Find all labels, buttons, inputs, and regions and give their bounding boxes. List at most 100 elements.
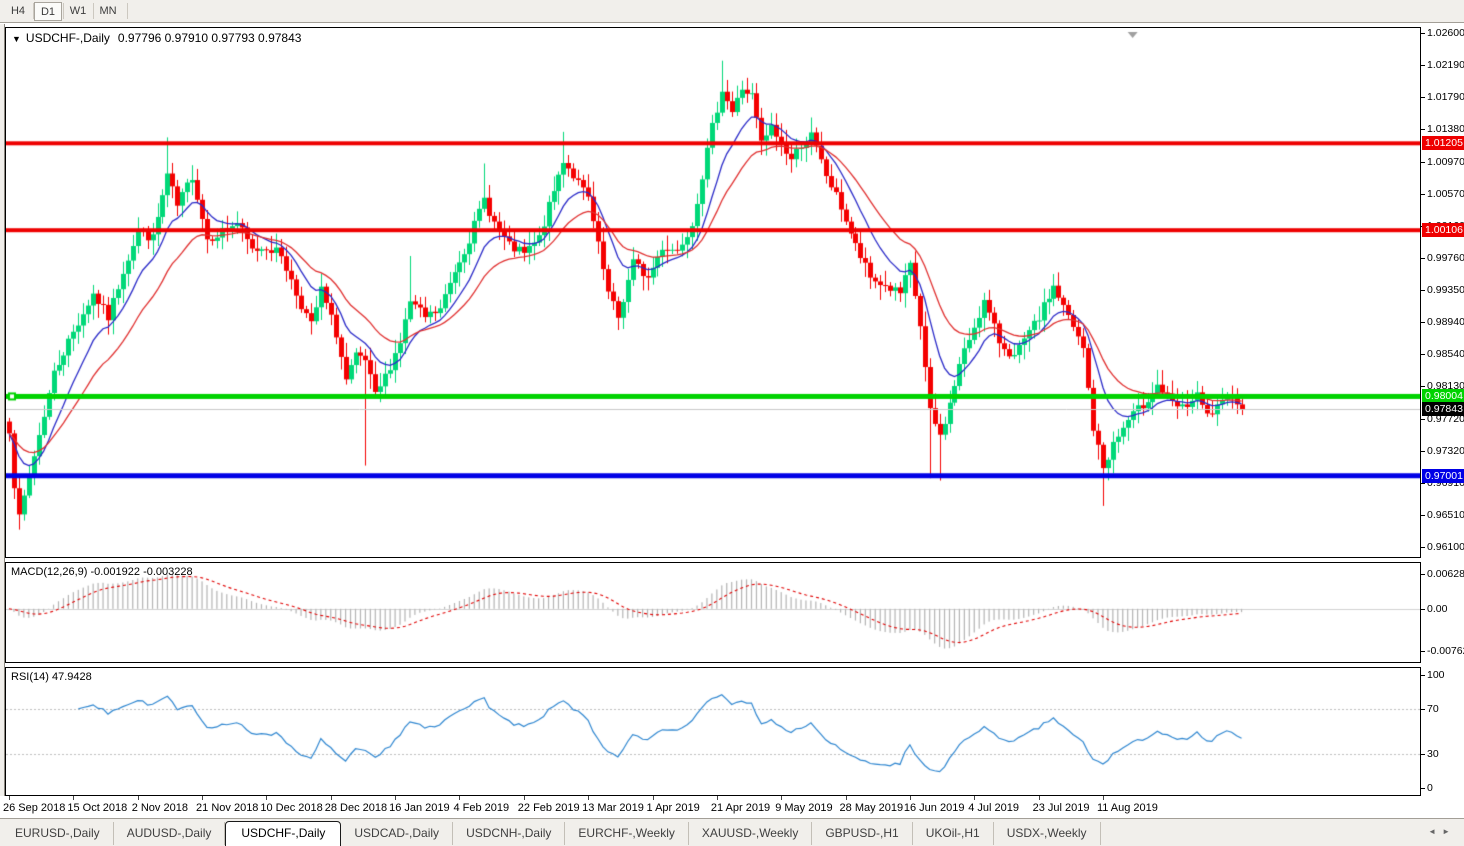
date-tick [266, 796, 268, 800]
macd-tick-label: 0.00 [1427, 602, 1448, 615]
price-tick-label: 0.96510 [1427, 508, 1464, 521]
timeframe-button-d1[interactable]: D1 [34, 2, 62, 21]
price-tick [1421, 450, 1425, 452]
rsi-tick [1421, 788, 1425, 789]
timeframe-button-w1[interactable]: W1 [69, 5, 87, 17]
date-tick [73, 796, 75, 800]
price-tick [1421, 386, 1425, 388]
date-tick [202, 796, 204, 800]
date-label: 16 Jan 2019 [389, 802, 450, 814]
main-chart-panel [5, 27, 1421, 558]
scroll-left-icon[interactable]: ◄ [1428, 827, 1443, 836]
rsi-tick-label: 100 [1427, 669, 1445, 681]
date-tick [137, 796, 139, 800]
rsi-canvas[interactable] [6, 668, 1420, 795]
price-level-label-1.00106: 1.00106 [1422, 223, 1464, 238]
price-tick-label: 0.98940 [1427, 316, 1464, 329]
price-tick [1421, 257, 1425, 259]
tab-eurusd-daily[interactable]: EURUSD-,Daily [2, 822, 114, 845]
price-tick-label: 1.01790 [1427, 91, 1464, 104]
price-level-label-0.97843: 0.97843 [1422, 402, 1464, 417]
date-tick [781, 796, 783, 800]
tab-usdcnh-daily[interactable]: USDCNH-,Daily [453, 822, 566, 845]
macd-tick-label: -0.00762 [1427, 645, 1464, 657]
price-tick [1421, 418, 1425, 420]
rsi-tick [1421, 754, 1425, 756]
tab-usdx-weekly[interactable]: USDX-,Weekly [994, 822, 1101, 845]
date-label: 11 Aug 2019 [1096, 802, 1158, 814]
tab-xauusd-weekly[interactable]: XAUUSD-,Weekly [689, 822, 813, 845]
price-tick-label: 1.01380 [1427, 123, 1464, 136]
tab-usdcad-daily[interactable]: USDCAD-,Daily [341, 822, 454, 845]
date-tick [1102, 796, 1104, 800]
date-label: 22 Feb 2019 [517, 802, 580, 814]
toolbar-separator [63, 3, 64, 19]
main-chart-canvas[interactable] [6, 28, 1420, 557]
macd-tick [1421, 574, 1425, 575]
tab-ukoil-h1[interactable]: UKOil-,H1 [913, 822, 994, 845]
date-label: 23 Jul 2019 [1032, 802, 1090, 814]
date-tick [974, 796, 976, 800]
price-tick-label: 1.02600 [1427, 27, 1464, 39]
date-label: 28 May 2019 [839, 802, 904, 814]
chart-title: ▼ USDCHF-,Daily 0.97796 0.97910 0.97793 0.… [12, 31, 301, 45]
date-tick [395, 796, 397, 800]
price-tick-label: 0.99760 [1427, 251, 1464, 264]
date-tick [523, 796, 525, 800]
date-label: 4 Jul 2019 [968, 802, 1020, 814]
date-tick [1038, 796, 1040, 800]
date-label: 15 Oct 2018 [67, 802, 128, 814]
timeframe-button-mn[interactable]: MN [99, 5, 117, 17]
tab-gbpusd-h1[interactable]: GBPUSD-,H1 [812, 822, 913, 845]
date-label: 1 Apr 2019 [646, 802, 700, 814]
price-axis: 1.02600 1.02190 1.01790 1.01380 1.00970 1.005… [1421, 24, 1464, 818]
date-tick [588, 796, 590, 800]
frame-divider [0, 818, 1464, 819]
timeframe-button-h4[interactable]: H4 [10, 5, 26, 17]
date-tick [9, 796, 10, 800]
price-tick [1421, 193, 1425, 195]
scroll-right-icon[interactable]: ► [1442, 827, 1456, 836]
price-tick-label: 0.99350 [1427, 284, 1464, 296]
date-label: 26 Sep 2018 [3, 802, 66, 814]
macd-label: MACD(12,26,9) -0.001922 -0.003228 [11, 566, 193, 578]
price-tick [1421, 547, 1425, 548]
date-tick [652, 796, 654, 800]
date-axis: 26 Sep 2018 15 Oct 2018 2 Nov 2018 21 Nov 2… [0, 796, 1421, 818]
macd-canvas[interactable] [6, 563, 1420, 662]
date-label: 4 Feb 2019 [453, 802, 510, 814]
tab-eurchf-weekly[interactable]: EURCHF-,Weekly [565, 822, 689, 845]
tab-audusd-daily[interactable]: AUDUSD-,Daily [114, 822, 226, 845]
toolbar-separator [33, 3, 34, 19]
date-label: 13 Mar 2019 [582, 802, 644, 814]
price-tick [1421, 161, 1425, 163]
date-label: 21 Apr 2019 [710, 802, 771, 814]
price-tick [1421, 65, 1425, 67]
price-tick-label: 0.98540 [1427, 348, 1464, 361]
date-label: 2 Nov 2018 [131, 802, 188, 814]
macd-tick-label: 0.006286 [1427, 568, 1464, 580]
rsi-indicator-panel [5, 667, 1421, 796]
macd-indicator-panel [5, 562, 1421, 663]
collapse-triangle-icon[interactable]: ▼ [12, 34, 21, 44]
price-tick [1421, 290, 1425, 291]
tab-usdchf-daily[interactable]: USDCHF-,Daily [225, 821, 342, 846]
price-tick-label: 0.97320 [1427, 444, 1464, 457]
window-left-frame [0, 24, 5, 818]
rsi-tick-label: 70 [1427, 702, 1439, 715]
price-tick-label: 1.02190 [1427, 59, 1464, 72]
rsi-label: RSI(14) 47.9428 [11, 671, 92, 683]
timeframe-toolbar: H4 D1 W1 MN [0, 0, 1464, 23]
price-level-label-0.97001: 0.97001 [1422, 468, 1464, 483]
price-tick-label: 0.96100 [1427, 541, 1464, 553]
date-label: 16 Jun 2019 [903, 802, 965, 814]
date-label: 9 May 2019 [775, 802, 833, 814]
chart-tab-bar: EURUSD-,Daily AUDUSD-,Daily USDCHF-,Daily U… [0, 819, 1464, 846]
toolbar-separator [93, 3, 94, 19]
price-tick-label: 1.00570 [1427, 187, 1464, 200]
price-tick [1421, 33, 1425, 34]
chart-tabs: EURUSD-,Daily AUDUSD-,Daily USDCHF-,Daily U… [2, 821, 1101, 846]
chart-ohlc-values: 0.97796 0.97910 0.97793 0.97843 [117, 31, 302, 45]
date-label: 21 Nov 2018 [196, 802, 259, 814]
date-tick [845, 796, 847, 800]
